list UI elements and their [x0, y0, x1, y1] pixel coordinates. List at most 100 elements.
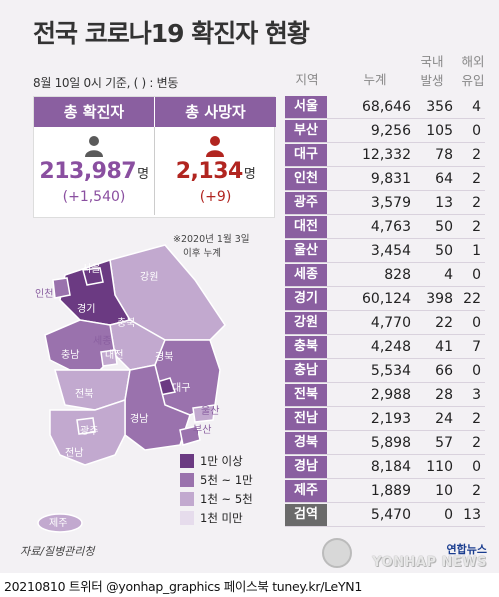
- legend-swatch: [180, 454, 194, 468]
- summary-box: 총 확진자 총 사망자 213,987명 2,134명 (+1,540) (+9…: [33, 96, 276, 218]
- person-icon: [206, 136, 224, 157]
- person-icon: [85, 136, 103, 157]
- page-title: 전국 코로나19 확진자 현황: [33, 19, 310, 48]
- header-cumulative: 누계: [363, 72, 387, 87]
- imported-cell: 2: [472, 435, 481, 451]
- region-cell: 전북: [285, 384, 327, 406]
- imported-cell: 0: [472, 123, 481, 139]
- region-cell: 충남: [285, 360, 327, 382]
- local-cell: 64: [435, 171, 453, 187]
- deaths-delta: (+9): [199, 189, 232, 205]
- table-row: 인천 9,831 64 2: [285, 167, 485, 191]
- imported-cell: 2: [472, 483, 481, 499]
- logo-korean: 연합뉴스: [446, 543, 487, 556]
- map-label: 대구: [172, 382, 190, 394]
- cumulative-cell: 2,988: [370, 387, 411, 403]
- local-cell: 110: [426, 459, 453, 475]
- region-cell: 서울: [285, 96, 327, 118]
- legend-swatch: [180, 511, 194, 525]
- region-cell: 충북: [285, 336, 327, 358]
- imported-cell: 0: [472, 363, 481, 379]
- region-cell: 경남: [285, 456, 327, 478]
- table-row: 충남 5,534 66 0: [285, 359, 485, 383]
- local-cell: 105: [426, 123, 453, 139]
- local-cell: 356: [426, 99, 453, 115]
- header-local-line: 발생: [420, 73, 444, 88]
- map-label: 충북: [117, 317, 135, 329]
- local-cell: 24: [435, 411, 453, 427]
- cumulative-cell: 5,898: [370, 435, 411, 451]
- region-cell: 대구: [285, 144, 327, 166]
- local-cell: 4: [444, 267, 453, 283]
- legend-item: 1천 ~ 5천: [180, 490, 290, 508]
- imported-cell: 2: [472, 411, 481, 427]
- region-cell: 경기: [285, 288, 327, 310]
- globe-icon: [322, 538, 352, 568]
- imported-cell: 0: [472, 459, 481, 475]
- header-imported-line: 해외: [461, 54, 485, 69]
- map-label: 부산: [193, 424, 211, 436]
- map-label: 울산: [201, 405, 219, 417]
- local-cell: 398: [426, 291, 453, 307]
- cumulative-cell: 60,124: [362, 291, 411, 307]
- map-region-gyeongnam: [124, 364, 191, 451]
- map-label: 대전: [105, 349, 123, 361]
- footnote-line: ※2020년 1월 3일: [173, 234, 250, 245]
- cumulative-cell: 8,184: [370, 459, 411, 475]
- imported-cell: 0: [472, 315, 481, 331]
- local-cell: 10: [435, 483, 453, 499]
- table-row: 제주 1,889 10 2: [285, 479, 485, 503]
- confirmed-value: 213,987: [39, 159, 137, 184]
- legend-swatch: [180, 473, 194, 487]
- imported-cell: 4: [472, 99, 481, 115]
- map-label: 전남: [65, 447, 83, 459]
- map-label: 충남: [61, 349, 79, 361]
- credit-line: 20210810 트위터 @yonhap_graphics 페이스북 tuney…: [4, 579, 362, 594]
- cumulative-cell: 5,470: [370, 507, 411, 523]
- local-cell: 66: [435, 363, 453, 379]
- region-cell: 강원: [285, 312, 327, 334]
- korea-map: 서울 인천 경기 강원 충북 세종 충남 대전 경북 대구 전북 울산 경남 부…: [35, 244, 226, 533]
- summary-divider: [154, 127, 155, 215]
- local-cell: 41: [435, 339, 453, 355]
- region-cell: 인천: [285, 168, 327, 190]
- cumulative-cell: 4,248: [370, 339, 411, 355]
- cumulative-cell: 3,579: [370, 195, 411, 211]
- map-label: 경북: [155, 350, 173, 363]
- imported-cell: 13: [463, 507, 481, 523]
- cumulative-cell: 68,646: [362, 99, 411, 115]
- header-local-line: 국내: [420, 54, 444, 69]
- infographic: 전국 코로나19 확진자 현황 8월 10일 0시 기준, ( ) : 변동 총…: [0, 0, 499, 573]
- cumulative-cell: 12,332: [362, 147, 411, 163]
- cumulative-cell: 4,763: [370, 219, 411, 235]
- table-row: 세종 828 4 0: [285, 263, 485, 287]
- legend-label: 1만 이상: [200, 454, 243, 468]
- map-label: 경기: [77, 302, 95, 315]
- footnote-line: 이후 누계: [183, 248, 221, 259]
- legend-swatch: [180, 492, 194, 506]
- imported-cell: 3: [472, 387, 481, 403]
- legend-item: 1천 미만: [180, 509, 290, 527]
- map-label: 세종: [93, 335, 111, 347]
- map-label: 전북: [75, 388, 93, 400]
- deaths-unit: 명: [243, 167, 256, 182]
- cumulative-cell: 9,831: [370, 171, 411, 187]
- table-row: 대전 4,763 50 2: [285, 215, 485, 239]
- header-imported-line: 유입: [461, 73, 485, 88]
- legend-label: 1천 ~ 5천: [200, 492, 253, 506]
- map-region-daejeon: [100, 349, 118, 367]
- yonhap-logo: 연합뉴스 YONHAP NEWS: [320, 538, 495, 572]
- map-region-seoul: [82, 267, 104, 286]
- table-row: 강원 4,770 22 0: [285, 311, 485, 335]
- table-row: 부산 9,256 105 0: [285, 119, 485, 143]
- map-label: 제주: [49, 517, 67, 529]
- imported-cell: 2: [472, 195, 481, 211]
- map-region-jeju: [37, 513, 83, 533]
- cumulative-cell: 3,454: [370, 243, 411, 259]
- local-cell: 50: [435, 219, 453, 235]
- header-imported: 해외 유입: [455, 52, 491, 90]
- imported-cell: 2: [472, 219, 481, 235]
- legend-item: 1만 이상: [180, 452, 290, 470]
- local-cell: 13: [435, 195, 453, 211]
- source: 자료/질병관리청: [20, 545, 95, 558]
